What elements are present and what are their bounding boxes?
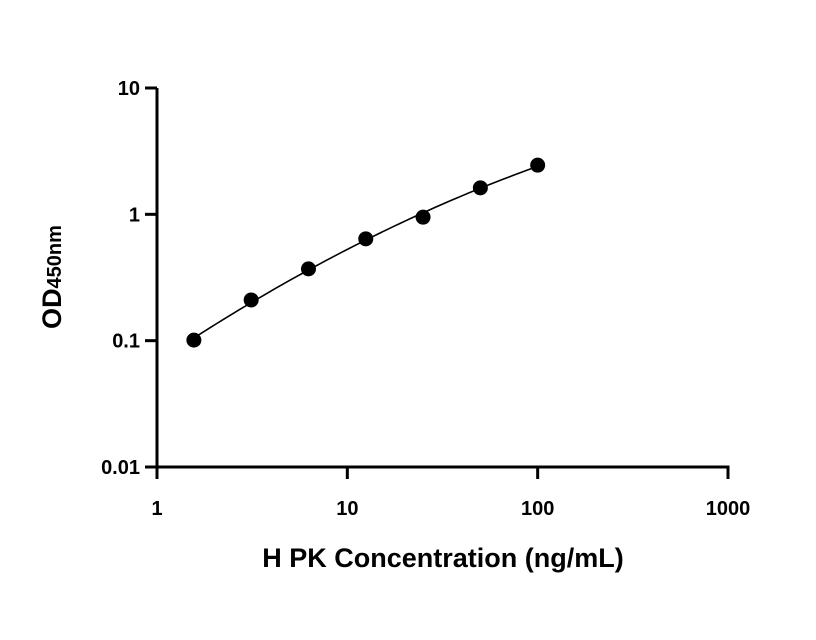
y-axis-title: OD450nm	[37, 225, 67, 329]
y-tick-label: 1	[129, 204, 140, 226]
x-tick-label: 100	[521, 498, 554, 520]
data-points-layer	[186, 157, 546, 348]
y-axis-title-subscript: 450nm	[44, 225, 66, 288]
data-point	[186, 332, 202, 348]
x-tick-label: 1000	[706, 498, 751, 520]
axes	[145, 86, 730, 479]
data-point	[243, 292, 259, 308]
y-tick-label: 10	[118, 78, 140, 100]
data-point	[472, 180, 488, 196]
data-point	[415, 209, 431, 225]
data-point	[530, 157, 546, 173]
tick-labels-layer: 0.01 0.1 1 10 1 10 100 1000	[101, 78, 750, 520]
x-axis-title: H PK Concentration (ng/mL)	[262, 543, 623, 573]
x-tick-label: 1	[151, 498, 162, 520]
x-tick-label: 10	[336, 498, 358, 520]
y-axis-title-main: OD	[37, 288, 67, 329]
data-point	[300, 261, 316, 277]
y-tick-label: 0.1	[112, 331, 140, 353]
y-tick-label: 0.01	[101, 457, 140, 479]
data-point	[358, 231, 374, 247]
